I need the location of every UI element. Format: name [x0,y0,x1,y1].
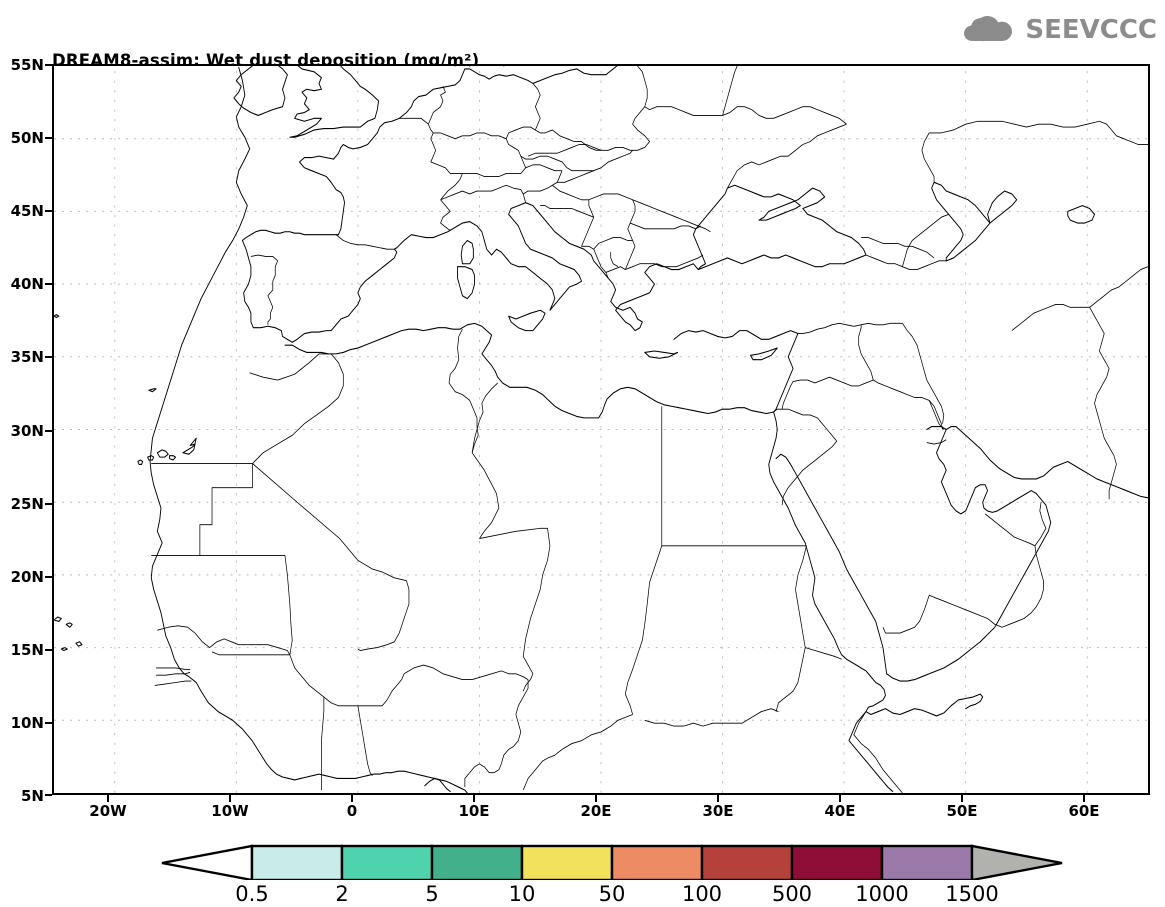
y-tick-label-30n: 30N [10,422,44,440]
map-country-borders [151,66,1148,793]
x-tick-mark [473,795,475,802]
colorbar-band-0 [250,844,344,880]
y-tick-mark [45,283,52,285]
y-tick-mark [45,356,52,358]
x-tick-label-30e: 30E [702,802,734,820]
y-tick-mark [45,210,52,212]
colorbar-band-3 [520,844,614,880]
y-tick-label-55n: 55N [10,56,44,74]
seevccc-logo: SEEVCCC [963,12,1157,48]
y-tick-label-5n: 5N [21,787,44,805]
logo-text: SEEVCCC [1025,15,1157,45]
colorbar-label-1000: 1000 [855,882,909,906]
colorbar-label-10: 10 [508,882,536,906]
y-tick-label-50n: 50N [10,129,44,147]
map-canvas [54,66,1148,793]
colorbar-label-1500: 1500 [945,882,999,906]
colorbar-label-500: 500 [771,882,813,906]
y-tick-label-40n: 40N [10,275,44,293]
colorbar-band-1 [340,844,434,880]
y-tick-label-15n: 15N [10,641,44,659]
colorbar-band-4 [610,844,704,880]
x-tick-label-50e: 50E [946,802,978,820]
x-tick-label-20w: 20W [89,802,127,820]
x-tick-mark [1083,795,1085,802]
y-tick-mark [45,649,52,651]
x-tick-label-10w: 10W [211,802,249,820]
colorbar-band-5 [700,844,794,880]
colorbar-label-2: 2 [335,882,349,906]
map-plot-area[interactable] [52,64,1150,795]
x-tick-label-10e: 10E [458,802,490,820]
y-tick-mark [45,503,52,505]
y-tick-label-10n: 10N [10,714,44,732]
colorbar: 0.5 2 5 10 50 100 500 1000 1500 [0,840,1165,907]
x-tick-mark [229,795,231,802]
map-coastlines-and-borders [54,66,1148,793]
map-gridlines [54,66,1148,793]
cloud-wind-icon [963,12,1019,48]
y-tick-label-25n: 25N [10,495,44,513]
x-tick-label-20e: 20E [580,802,612,820]
x-tick-label-60e: 60E [1068,802,1100,820]
x-tick-label-40e: 40E [824,802,856,820]
y-tick-mark [45,794,52,796]
y-tick-mark [45,137,52,139]
x-tick-mark [961,795,963,802]
x-tick-mark [107,795,109,802]
colorbar-label-50: 50 [598,882,626,906]
colorbar-band-over [970,844,1063,880]
y-tick-label-35n: 35N [10,348,44,366]
colorbar-band-7 [880,844,974,880]
y-tick-mark [45,576,52,578]
colorbar-label-0p5: 0.5 [235,882,269,906]
colorbar-label-100: 100 [681,882,723,906]
x-tick-mark [595,795,597,802]
colorbar-band-2 [430,844,524,880]
colorbar-band-under [161,844,254,880]
colorbar-swatches [161,844,1063,880]
y-tick-label-45n: 45N [10,202,44,220]
y-tick-mark [45,64,52,66]
x-tick-mark [839,795,841,802]
colorbar-label-5: 5 [425,882,439,906]
x-tick-label-0: 0 [346,802,358,820]
y-tick-mark [45,430,52,432]
colorbar-band-6 [790,844,884,880]
y-tick-mark [45,722,52,724]
x-tick-mark [351,795,353,802]
x-tick-mark [717,795,719,802]
y-tick-label-20n: 20N [10,568,44,586]
